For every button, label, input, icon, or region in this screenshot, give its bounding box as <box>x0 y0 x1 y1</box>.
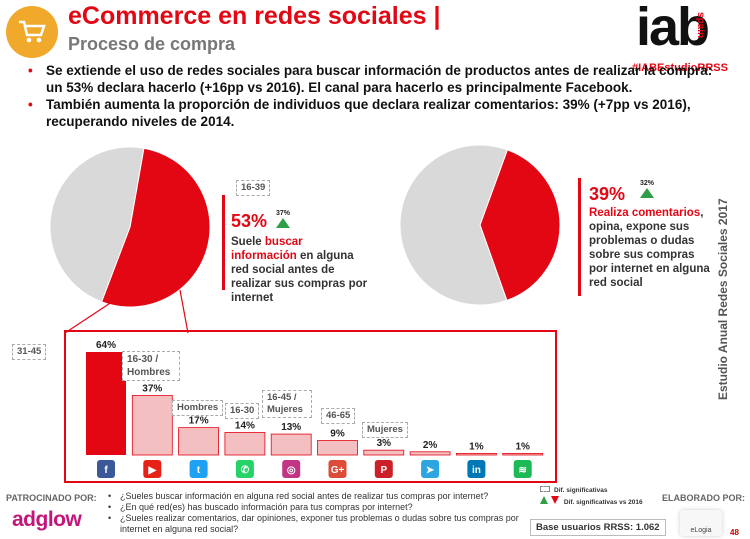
bar-value-label: 9% <box>330 429 345 440</box>
bar-value-label: 64% <box>96 340 116 351</box>
twitter-icon: tTwitter <box>189 460 208 478</box>
up-down-triangles-icon <box>540 496 559 504</box>
seg-tag-1: 16-30 / Hombres <box>122 351 180 381</box>
facebook-icon: fFacebook <box>97 460 115 478</box>
finding-2: También aumenta la proporción de individ… <box>28 96 728 130</box>
elaborated-by-label: ELABORADO POR: <box>662 493 745 503</box>
sponsor-label: PATROCINADO POR: <box>6 493 97 503</box>
pinterest-icon: PPinterest <box>374 460 393 478</box>
key-findings: Se extiende el uso de redes sociales par… <box>28 62 728 130</box>
svg-text:in: in <box>472 465 481 476</box>
seg-tag-3: 16-30 <box>225 403 260 419</box>
page-title: eCommerce en redes sociales | <box>68 2 441 30</box>
shopping-cart-icon <box>19 20 46 43</box>
iab-logo-spain: spain <box>695 12 706 39</box>
bar-value-label: 1% <box>515 441 530 452</box>
survey-questions: ¿Sueles buscar información en alguna red… <box>106 491 536 535</box>
pie2-callout: Realiza comentarios, opina, expone sus p… <box>589 207 710 289</box>
svg-text:≋: ≋ <box>519 465 527 476</box>
bar-value-label: 1% <box>469 441 484 452</box>
page-subtitle: Proceso de compra <box>68 34 236 54</box>
page-number: 48 <box>730 528 739 537</box>
svg-text:G+: G+ <box>331 465 345 476</box>
bar-instagram <box>270 433 312 456</box>
pie2-slice-yes <box>479 149 561 302</box>
bar-facebook <box>86 352 126 455</box>
bar-value-label: 2% <box>423 440 438 451</box>
iab-logo: iab <box>636 0 710 57</box>
bar-value-label: 17% <box>189 416 209 427</box>
pie1-segment-tag: 16-39 <box>236 180 271 196</box>
telegram-icon: ➤Telegram <box>421 460 440 478</box>
bar-spotify <box>502 452 544 456</box>
svg-text:✆: ✆ <box>241 465 250 476</box>
question-2: ¿En qué red(es) has buscado información … <box>106 502 536 513</box>
seg-tag-6: Mujeres <box>362 422 408 438</box>
pie1-slice-yes <box>100 147 211 308</box>
youtube-icon: ▶YouTube <box>143 460 162 478</box>
side-label: Estudio Anual Redes Sociales 2017 <box>716 198 730 400</box>
bar-youtube <box>131 395 173 456</box>
dashed-box-icon <box>540 486 550 492</box>
pie1-slice-no <box>49 146 145 303</box>
google-plus-icon: G+Google+ <box>328 460 347 478</box>
pie1-prev: 37% <box>276 210 291 217</box>
seg-tag-4: 16-45 / Mujeres <box>262 390 312 418</box>
bar-chart: 64% fFacebook 37% ▶YouTube 17% tTwitter 14% ✆Wh… <box>86 340 544 478</box>
seg-tag-0: 31-45 <box>12 344 47 360</box>
pie2-prev: 32% <box>640 180 655 187</box>
adglow-logo: adglow <box>12 508 82 531</box>
pie-buscar <box>49 146 211 308</box>
seg-tag-2: Hombres <box>172 400 224 416</box>
bar-twitter <box>178 427 219 456</box>
bar-telegram <box>409 451 451 456</box>
question-1: ¿Sueles buscar información en alguna red… <box>106 491 536 502</box>
instagram-icon: ◎Instagram <box>282 460 301 478</box>
pie1-callout-rule <box>222 195 225 290</box>
seg-tag-5: 46-65 <box>321 408 356 424</box>
significance-legend: Dif. significativas Dif. significativas … <box>540 486 643 508</box>
bar-whatsapp <box>224 432 266 456</box>
pie-comentarios <box>399 144 561 306</box>
bar-value-label: 13% <box>281 422 301 433</box>
spotify-icon: ≋Spotify <box>513 460 532 478</box>
svg-text:◎: ◎ <box>287 465 296 476</box>
bar-value-label: 14% <box>235 420 255 431</box>
up-triangle-icon <box>276 218 290 228</box>
base-note: Base usuarios RRSS: 1.062 <box>530 519 666 536</box>
svg-text:t: t <box>197 465 201 476</box>
svg-text:P: P <box>380 465 387 476</box>
svg-text:➤: ➤ <box>426 465 435 476</box>
question-3: ¿Sueles realizar comentarios, dar opinio… <box>106 513 536 535</box>
pie2-pct: 39% <box>589 184 626 204</box>
up-triangle-icon-2 <box>640 188 654 198</box>
bar-value-label: 37% <box>142 383 162 394</box>
finding-1: Se extiende el uso de redes sociales par… <box>28 62 728 96</box>
shopping-cart-badge <box>6 6 58 58</box>
svg-text:▶: ▶ <box>147 465 157 476</box>
pie1-callout: Suele buscar información en alguna red s… <box>231 236 368 304</box>
whatsapp-icon: ✆WhatsApp <box>235 460 254 478</box>
pie2-slice-no <box>399 144 509 306</box>
elogia-logo: eLogia <box>680 510 722 536</box>
linkedin-icon: inLinkedIn <box>467 460 486 478</box>
bar-pinterest <box>363 449 405 456</box>
pie2-callout-rule <box>578 178 581 296</box>
bar-google+ <box>317 440 358 456</box>
pie1-pct: 53% <box>231 211 268 231</box>
bar-linkedin <box>455 452 497 456</box>
bar-value-label: 3% <box>377 438 392 449</box>
svg-text:f: f <box>104 465 108 476</box>
bar-chart-frame <box>64 330 557 483</box>
pie-to-bars-connector <box>64 290 189 334</box>
